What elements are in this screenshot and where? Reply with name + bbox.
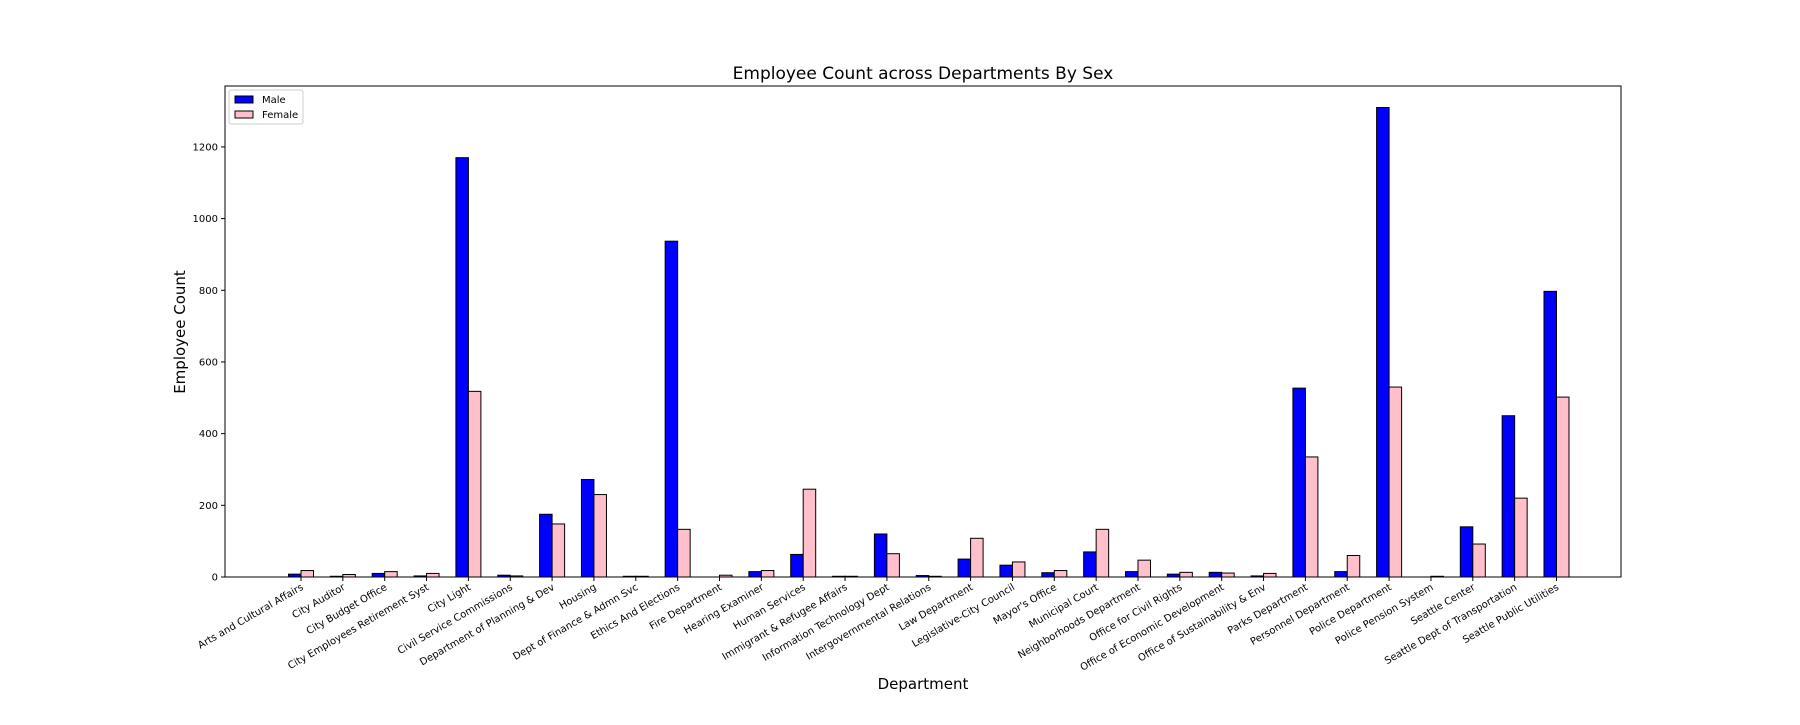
bar-female bbox=[1137, 559, 1151, 578]
bar-female bbox=[467, 390, 482, 578]
axes-layer: 0 200 400 600 800 1000 1200 Arts and Cultural A… bbox=[193, 85, 1622, 674]
bar-male bbox=[1334, 571, 1348, 578]
bar-male bbox=[664, 240, 679, 578]
bar-female bbox=[384, 571, 398, 578]
bar-female bbox=[300, 570, 314, 578]
bar-female bbox=[593, 494, 607, 578]
legend-label-female: Female bbox=[262, 110, 298, 121]
bar-male bbox=[455, 157, 469, 578]
bar-male bbox=[1041, 572, 1055, 578]
bar-male bbox=[1208, 571, 1223, 578]
plot-frame bbox=[224, 85, 1622, 578]
bar-male bbox=[1543, 290, 1557, 578]
chart-title: Employee Count across Departments By Sex bbox=[733, 64, 1114, 84]
bar-male bbox=[748, 571, 762, 578]
bar-female bbox=[1346, 554, 1361, 578]
bar-male bbox=[1083, 551, 1097, 578]
series-male bbox=[288, 107, 1557, 578]
bar-female bbox=[1388, 386, 1403, 578]
y-tick-label: 1000 bbox=[193, 214, 218, 225]
bars-layer bbox=[288, 107, 1570, 578]
bar-female bbox=[802, 488, 817, 578]
bar-female bbox=[1263, 572, 1277, 578]
y-tick-label: 800 bbox=[199, 286, 218, 297]
bar-male bbox=[580, 479, 595, 578]
bar-female bbox=[1095, 528, 1110, 578]
bar-male bbox=[1292, 387, 1306, 578]
bar-female bbox=[1221, 572, 1235, 578]
bar-male bbox=[1459, 526, 1474, 578]
bar-female bbox=[760, 570, 775, 578]
bar-female bbox=[1472, 543, 1486, 578]
legend: Male Female bbox=[228, 89, 304, 125]
y-tick-label: 200 bbox=[199, 501, 218, 512]
y-tick-label: 400 bbox=[199, 429, 218, 440]
bar-male bbox=[1125, 571, 1139, 578]
bar-female bbox=[1304, 456, 1319, 578]
bar-female bbox=[1011, 561, 1026, 578]
bar-male bbox=[1376, 107, 1390, 578]
bar-male bbox=[1501, 415, 1516, 578]
x-axis-label: Department bbox=[878, 675, 969, 693]
bar-female bbox=[1514, 497, 1528, 578]
legend-swatch-male bbox=[234, 95, 254, 104]
bar-female bbox=[1053, 570, 1068, 578]
x-tick-label: Arts and Cultural Affairs bbox=[196, 582, 305, 651]
legend-label-male: Male bbox=[262, 95, 286, 106]
bar-female bbox=[1179, 571, 1193, 578]
bar-male bbox=[957, 558, 972, 578]
y-tick-label: 0 bbox=[212, 573, 218, 584]
y-tick-label: 1200 bbox=[193, 142, 218, 153]
y-axis-label: Employee Count bbox=[171, 270, 189, 394]
bar-male bbox=[790, 553, 804, 578]
bar-male bbox=[539, 513, 553, 578]
bar-female bbox=[1556, 396, 1570, 578]
bar-male bbox=[371, 572, 386, 578]
bar-female bbox=[551, 523, 566, 578]
bar-female bbox=[426, 572, 440, 578]
bar-female bbox=[886, 553, 900, 578]
bar-female bbox=[970, 537, 984, 578]
bar-female bbox=[677, 528, 691, 578]
legend-swatch-female bbox=[234, 110, 254, 119]
bar-male bbox=[873, 533, 888, 578]
bar-male bbox=[999, 564, 1013, 578]
y-tick-label: 600 bbox=[199, 357, 218, 368]
